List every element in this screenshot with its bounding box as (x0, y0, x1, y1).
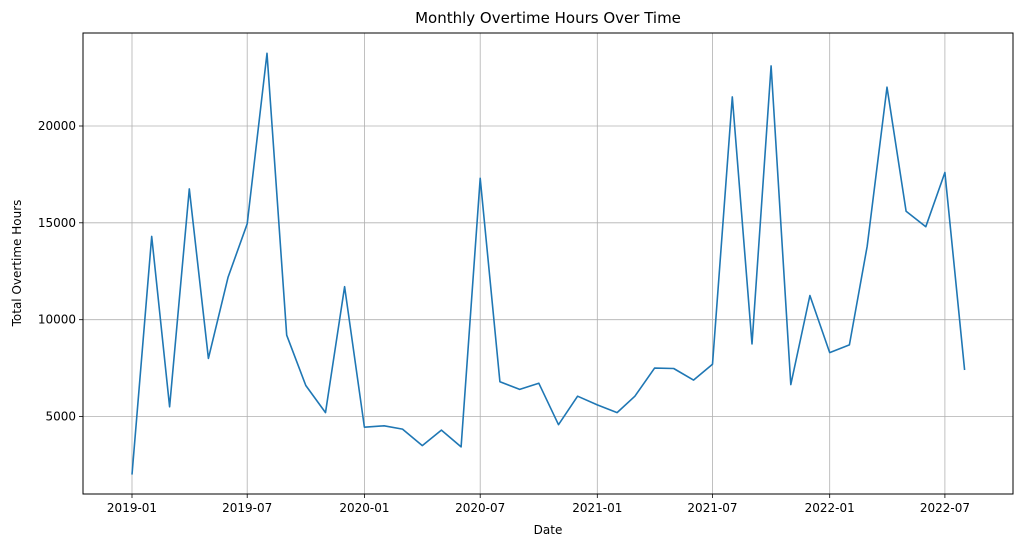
data-point (848, 344, 850, 346)
data-point (790, 383, 792, 385)
data-point (286, 334, 288, 336)
data-point (499, 381, 501, 383)
data-point (886, 86, 888, 88)
x-tick-label: 2019-07 (222, 501, 272, 515)
data-point (324, 411, 326, 413)
x-tick-label: 2019-01 (107, 501, 157, 515)
data-point (653, 367, 655, 369)
data-point (151, 235, 153, 237)
x-tick-label: 2022-01 (805, 501, 855, 515)
data-point (866, 245, 868, 247)
data-point (131, 473, 133, 475)
data-point (479, 177, 481, 179)
x-axis-label: Date (534, 523, 563, 537)
data-point (692, 379, 694, 381)
data-point (711, 363, 713, 365)
x-axis: 2019-01 2019-07 2020-01 2020-07 2021-01 2021-… (107, 494, 970, 515)
data-point (770, 65, 772, 67)
data-point (207, 357, 209, 359)
data-point (421, 444, 423, 446)
data-point (266, 52, 268, 54)
data-point (731, 96, 733, 98)
data-point (188, 188, 190, 190)
y-tick-label: 20000 (38, 119, 76, 133)
data-point (383, 425, 385, 427)
y-axis: 5000 10000 15000 20000 (38, 119, 83, 424)
series-line (131, 52, 966, 475)
y-tick-label: 15000 (38, 216, 76, 230)
data-point (576, 395, 578, 397)
data-point (616, 411, 618, 413)
data-point (963, 369, 965, 371)
data-point (557, 424, 559, 426)
y-axis-label: Total Overtime Hours (10, 200, 24, 328)
data-point (751, 343, 753, 345)
x-tick-label: 2021-01 (572, 501, 622, 515)
x-tick-label: 2020-07 (455, 501, 505, 515)
data-point (596, 404, 598, 406)
data-point (246, 223, 248, 225)
data-point (905, 210, 907, 212)
y-tick-label: 5000 (45, 410, 76, 424)
data-point (227, 276, 229, 278)
data-point (925, 226, 927, 228)
data-point (538, 382, 540, 384)
y-tick-label: 10000 (38, 313, 76, 327)
data-point (944, 171, 946, 173)
data-point (440, 429, 442, 431)
x-tick-label: 2021-07 (687, 501, 737, 515)
data-point (343, 286, 345, 288)
x-tick-label: 2022-07 (920, 501, 970, 515)
data-point (809, 294, 811, 296)
data-point (305, 384, 307, 386)
series-layer (131, 52, 966, 475)
data-point (401, 428, 403, 430)
grid-lines (83, 33, 1013, 494)
plot-area-frame (82, 32, 1014, 495)
data-point (363, 426, 365, 428)
data-point (829, 351, 831, 353)
data-point (634, 395, 636, 397)
x-tick-label: 2020-01 (339, 501, 389, 515)
data-point (673, 367, 675, 369)
chart-title: Monthly Overtime Hours Over Time (415, 9, 681, 27)
data-point (519, 388, 521, 390)
data-point (168, 406, 170, 408)
data-point (460, 446, 462, 448)
